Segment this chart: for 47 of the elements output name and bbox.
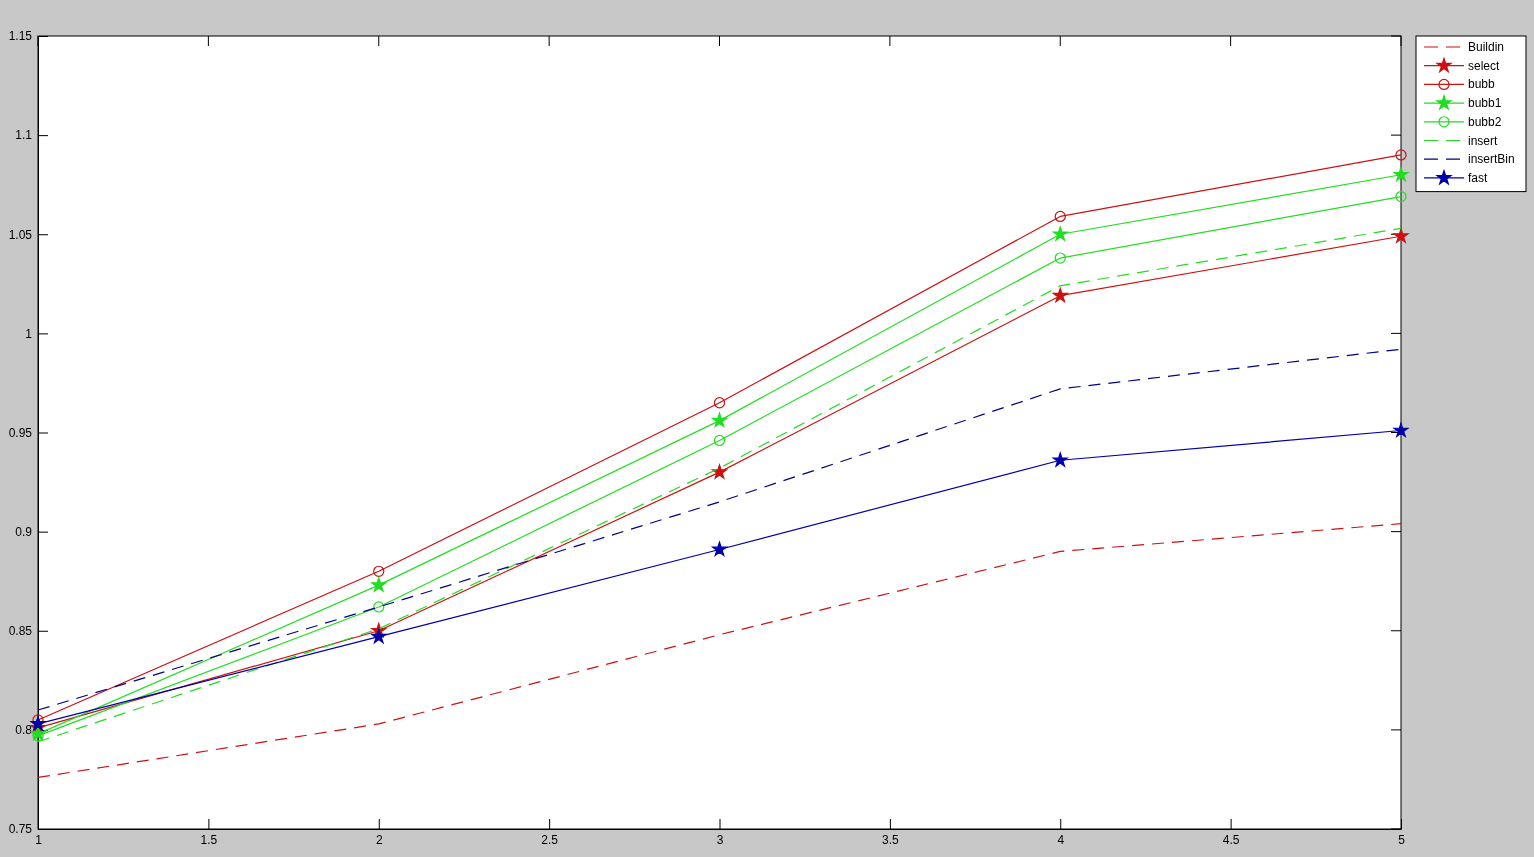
y-tick-label: 0.85	[8, 624, 33, 639]
x-tick-label: 4	[1057, 832, 1065, 847]
point	[711, 412, 728, 428]
point	[1052, 287, 1068, 303]
point	[711, 464, 728, 479]
point	[371, 577, 387, 592]
point	[1395, 149, 1407, 161]
x-tick-label: 2	[375, 832, 383, 847]
legend-label: bubb2	[1468, 114, 1502, 129]
point	[1393, 422, 1409, 438]
y-tick-label: 0.8	[15, 723, 33, 738]
y-tick-label: 1.05	[8, 227, 33, 242]
legend-label: bubb1	[1468, 96, 1502, 111]
point	[373, 565, 385, 577]
point	[1393, 228, 1409, 243]
y-tick-label: 0.75	[8, 822, 33, 837]
point	[1054, 210, 1066, 223]
x-tick-label: 1.5	[200, 832, 218, 847]
point	[30, 716, 46, 731]
point	[371, 628, 387, 644]
point	[713, 434, 726, 447]
legend-label: bubb	[1468, 77, 1496, 92]
line-series	[37, 523, 1402, 779]
x-tick-label: 4.5	[1222, 832, 1240, 847]
y-tick-label: 0.95	[8, 425, 33, 440]
point	[1395, 190, 1407, 203]
x-tick-label: 3	[716, 832, 724, 847]
point	[1052, 452, 1068, 467]
legend-label: insert	[1468, 133, 1499, 148]
x-tick-label: 5	[1398, 832, 1406, 847]
point	[711, 541, 728, 556]
x-tick-label: 2.5	[541, 832, 559, 847]
y-tick-label: 1.1	[15, 128, 33, 143]
y-tick-label: 1	[25, 326, 33, 341]
point	[373, 601, 385, 613]
y-tick-label: 1.15	[8, 29, 33, 44]
legend-label: insertBin	[1468, 152, 1515, 167]
point	[1054, 252, 1066, 264]
x-tick-label: 1	[35, 832, 43, 847]
legend-label: select	[1468, 58, 1501, 73]
y-tick-label: 0.9	[15, 524, 33, 539]
point	[1052, 226, 1068, 241]
legend-label: Buildin	[1468, 40, 1505, 54]
point	[1393, 166, 1409, 182]
x-tick-label: 3.5	[882, 832, 900, 847]
legend-label: fast	[1468, 170, 1489, 185]
point	[713, 397, 726, 409]
